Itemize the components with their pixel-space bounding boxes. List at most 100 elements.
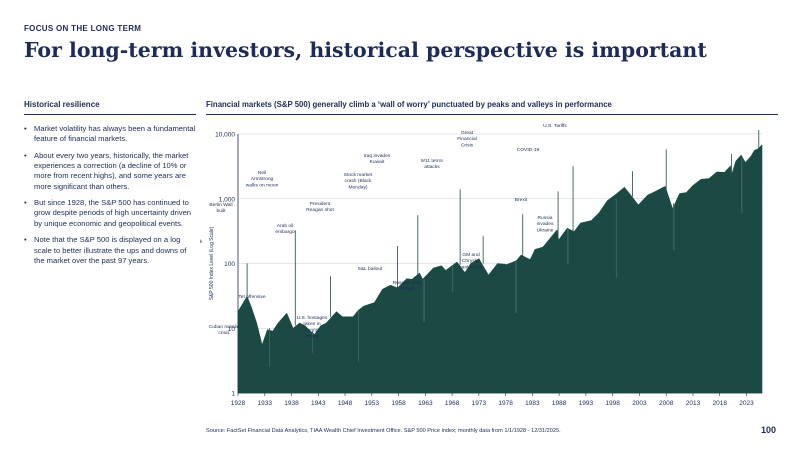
x-tick-label: 1943	[311, 400, 326, 407]
annotation-label-line: default	[400, 286, 415, 292]
annotation-label-line: walks on moon	[246, 182, 279, 188]
annotation-label-line: COVID-19	[517, 147, 540, 153]
annotation-label-line: S&L bailout	[358, 266, 383, 272]
annotation-label-line: Kuwait	[370, 159, 385, 165]
annotation-label: Sputnik	[200, 239, 203, 245]
bullet-item: But since 1928, the S&P 500 has continue…	[24, 198, 196, 229]
annotation-label-line: Armstrong	[251, 176, 274, 182]
annotation-label-line: Sputnik	[200, 239, 203, 245]
x-tick-label: 1948	[338, 400, 353, 407]
annotation-berlin-wall-built: Berlin Wall built	[209, 202, 419, 275]
annotation-label-line: GM and	[462, 252, 480, 258]
x-tick-label: 1933	[258, 400, 273, 407]
annotation-label: Stock market crash (Black Monday)	[344, 172, 373, 190]
annotation-label-line: crash (Black	[345, 178, 372, 184]
annotation-label-line: Neil	[258, 170, 266, 176]
historical-resilience-panel: Historical resilience Market volatility …	[24, 100, 196, 272]
x-tick-label: 2013	[686, 400, 701, 407]
annotation-label: Russia invades Ukraine	[537, 215, 554, 233]
annotation-label: U.S. hostages taken in Iran/oil shock	[297, 315, 328, 340]
annotation-label-line: Monday)	[348, 184, 367, 190]
sp500-log-chart: 1 10 100 1,000 10,000 1928 1933 1938 1943 1948 195…	[200, 123, 763, 407]
annotation-label: COVID-19	[517, 147, 540, 153]
x-tick-label: 2008	[659, 400, 674, 407]
annotation-label-line: embargo	[275, 229, 295, 235]
x-tick-label: 2003	[632, 400, 647, 407]
sp500-area	[237, 144, 763, 394]
annotation-label: U.S. Tariffs	[543, 123, 567, 129]
annotation-label-line: Cuban missile	[209, 324, 240, 330]
annotation-label: Tet offensive	[238, 294, 266, 300]
bullet-item: Market volatility has always been a fund…	[24, 124, 196, 144]
annotation-label-line: Crisis	[461, 142, 474, 148]
y-axis-label: S&P 500 Index Level (Log Scale)	[209, 226, 215, 300]
annotation-label: Berlin Wall built	[209, 202, 232, 214]
annotation-label: Neil Armstrong walks on moon	[246, 170, 279, 188]
x-tick-label: 1983	[525, 400, 540, 407]
annotation-label-line: Stock market	[344, 172, 373, 178]
annotation-tet-offensive: Tet offensive	[238, 266, 454, 300]
y-tick-label: 100	[224, 261, 235, 268]
annotation-label-line: Tet offensive	[238, 294, 266, 300]
x-tick-label: 1938	[284, 400, 299, 407]
annotation-label-line: invades	[537, 221, 554, 227]
annotation-label-line: Ukraine	[537, 227, 554, 233]
annotation-germany-surrenders: Germanysurrenders	[330, 276, 331, 317]
annotation-president-reagan-shot: President Reagan shot	[306, 201, 524, 257]
annotation-label-line: Great	[461, 130, 474, 136]
annotation-great-financial-crisis: Great Financial Crisis	[457, 130, 667, 190]
x-tick-label: 1988	[552, 400, 567, 407]
annotation-label-line: Russian debt	[393, 280, 422, 286]
bullet-list: Market volatility has always been a fund…	[24, 124, 196, 266]
annotation-label-line: Berlin Wall	[209, 202, 232, 208]
annotation-label: Iraq invades Kuwait	[364, 153, 391, 165]
bullet-item: Note that the S&P 500 is displayed on a …	[24, 235, 196, 266]
annotation-s-l-bailout: S&L bailout	[358, 229, 569, 272]
chart-title: Financial markets (S&P 500) generally cl…	[206, 100, 778, 115]
annotation-label: S&L bailout	[358, 266, 383, 272]
annotation-label-line: Iran/oil	[305, 327, 320, 333]
annotation-label-line: Arab oil	[277, 223, 294, 229]
annotation-label-line: Brexit	[515, 197, 528, 203]
annotation-start-of-korean-war: Start ofKorean War	[358, 310, 359, 362]
panel-heading: Historical resilience	[24, 100, 196, 115]
x-tick-label: 1958	[391, 400, 406, 407]
annotation-label: Russian debt default	[393, 280, 422, 292]
annotation-label: Arab oil embargo	[275, 223, 295, 235]
section-eyebrow: FOCUS ON THE LONG TERM	[24, 24, 142, 33]
annotation-u-s-tariffs: U.S. Tariffs	[543, 123, 760, 152]
annotation-label-line: U.S. hostages	[297, 315, 328, 321]
annotation-gm-and-chrysler-bankruptcy: GM and Chrysler bankruptcy	[459, 203, 675, 270]
annotation-prohibition-ends: Prohibitionends	[269, 328, 270, 367]
y-tick-label: 1	[231, 391, 235, 398]
annotation-label-line: U.S. Tariffs	[543, 123, 567, 129]
annotation-sputnik: Sputnik	[200, 239, 398, 288]
annotation-arab-oil-embargo: Arab oil embargo	[275, 223, 484, 264]
page-number: 100	[760, 425, 776, 435]
annotation-label-line: Russia	[538, 215, 553, 221]
annotation-label-line: attacks	[424, 164, 440, 170]
x-tick-label: 2023	[739, 400, 754, 407]
annotation-label-line: taken in	[303, 321, 320, 327]
annotation-label: 9/11 terror attacks	[421, 158, 444, 170]
x-tick-label: 1993	[579, 400, 594, 407]
annotation-label-line: shock	[306, 334, 319, 340]
annotation-9-11-terror-attacks: 9/11 terror attacks	[421, 158, 633, 197]
page-title: For long-term investors, historical pers…	[24, 38, 707, 62]
annotation-label-line: Iraq invades	[364, 153, 391, 159]
annotation-munich-conference: MunichConference	[294, 230, 296, 326]
annotation-brexit: Brexit	[515, 197, 528, 203]
annotation-label-line: Reagan shot	[306, 207, 334, 213]
annotation-label-line: 9/11 terror	[421, 158, 444, 164]
annotation-label: GM and Chrysler bankruptcy	[459, 252, 483, 270]
bullet-item: About every two years, historically, the…	[24, 151, 196, 192]
annotation-label-line: Chrysler	[462, 258, 481, 264]
annotation-cuban-missile-crisis: Cuban missile crisis	[209, 279, 425, 336]
annotation-label: President Reagan shot	[306, 201, 334, 213]
y-tick-label: 10,000	[215, 132, 235, 139]
x-tick-label: 2018	[712, 400, 727, 407]
annotation-label: Cuban missile crisis	[209, 324, 240, 336]
source-note: Source: FactSet Financial Data Analytics…	[206, 428, 561, 434]
annotation-label-line: President	[310, 201, 331, 207]
